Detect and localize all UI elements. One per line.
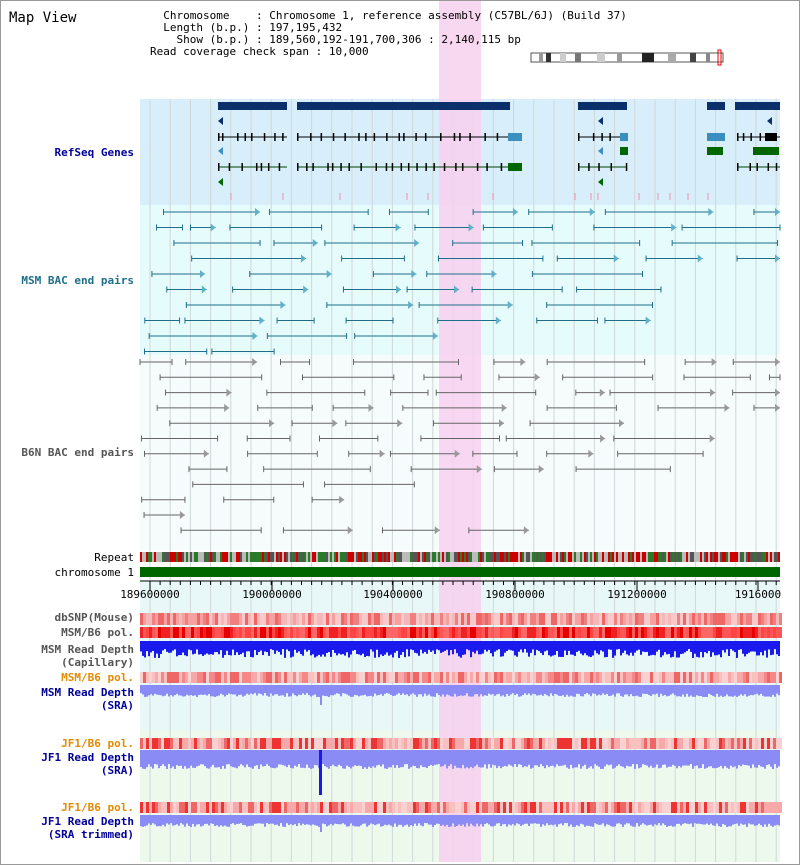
msm-depth-capillary-track <box>140 641 780 658</box>
track-label-b6n-bac[interactable]: B6N BAC end pairs <box>21 446 134 459</box>
chromosome-bar <box>140 567 780 577</box>
track-label-jf1-depth-trim-2: (SRA trimmed) <box>47 828 134 841</box>
track-label-chromosome: chromosome 1 <box>54 566 134 579</box>
track-label-msm-depth-cap-2: (Capillary) <box>61 656 134 669</box>
chromosome-ideogram <box>530 49 724 66</box>
track-label-jf1-b6-pol-2: JF1/B6 pol. <box>61 801 134 814</box>
repeat-track <box>140 552 780 562</box>
track-label-msm-bac[interactable]: MSM BAC end pairs <box>21 274 134 287</box>
page-title: Map View <box>9 10 77 26</box>
axis-tick-label: 190400000 <box>363 588 423 601</box>
axis-tick-label: 190800000 <box>485 588 545 601</box>
jf1-b6-pol-track <box>140 738 782 749</box>
track-label-dbsnp: dbSNP(Mouse) <box>54 611 134 624</box>
axis-tick-label: 190000000 <box>242 588 302 601</box>
jf1-depth-spike <box>319 750 322 795</box>
track-label-msm-depth-sra-1: MSM Read Depth <box>41 686 134 699</box>
show-info: Show (b.p.) : 189,560,192-191,700,306 : … <box>176 33 521 46</box>
axis-tick-label: 1916000 <box>735 588 781 601</box>
coverage-info: Read coverage check span : 10,000 <box>150 45 369 58</box>
jf1-depth-sra-track <box>140 750 780 769</box>
track-label-jf1-depth-sra-1: JF1 Read Depth <box>41 751 134 764</box>
track-label-msm-depth-cap-1: MSM Read Depth <box>41 643 134 656</box>
track-label-jf1-depth-sra-2: (SRA) <box>100 764 134 777</box>
axis-tick-label: 189600000 <box>120 588 180 601</box>
position-axis: 189600000 190000000 190400000 190800000 1912… <box>120 580 781 601</box>
b6n-bac-pairs <box>139 358 781 535</box>
track-label-jf1-b6-pol: JF1/B6 pol. <box>61 737 134 750</box>
highlight-region <box>439 0 481 862</box>
track-label-msm-depth-sra-2: (SRA) <box>100 699 134 712</box>
msm-bac-pairs <box>144 208 781 355</box>
msm-depth-sra-track <box>140 685 780 705</box>
track-label-msm-b6-pol: MSM/B6 pol. <box>61 626 134 639</box>
dbsnp-track <box>140 613 782 625</box>
track-label-refseq[interactable]: RefSeq Genes <box>54 146 134 159</box>
msm-b6-pol-track <box>140 627 782 638</box>
track-label-repeat: Repeat <box>94 551 134 564</box>
length-info: Length (b.p.) : 197,195,432 <box>163 21 343 34</box>
jf1-b6-pol2-track <box>140 802 782 813</box>
track-label-msm-b6-pol-2: MSM/B6 pol. <box>61 671 134 684</box>
axis-tick-label: 191200000 <box>607 588 667 601</box>
region-info: Chromosome : Chromosome 1, reference ass… <box>150 10 627 58</box>
chromosome-info: Chromosome : Chromosome 1, reference ass… <box>163 9 627 22</box>
msm-b6-pol2-track <box>140 672 782 683</box>
track-label-jf1-depth-trim-1: JF1 Read Depth <box>41 815 134 828</box>
jf1-depth-trim-track <box>140 815 780 832</box>
refseq-genes <box>218 102 780 200</box>
